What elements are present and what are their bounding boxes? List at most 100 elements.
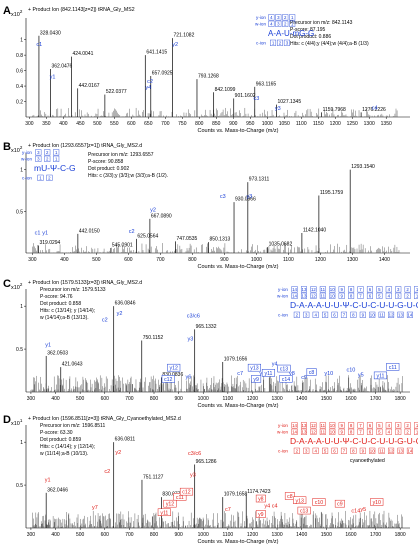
seq-number: 1 <box>416 287 418 292</box>
seq-number: 2 <box>279 41 282 46</box>
peak-label: 1079.1658 <box>224 492 248 498</box>
ion-box <box>173 493 187 501</box>
x-tick-label: 500 <box>76 396 85 402</box>
ion-boxed-label-c8: c8 <box>309 370 315 376</box>
x-tick-label: 600 <box>124 257 133 263</box>
seq-number: 3 <box>286 41 289 46</box>
seq-cell <box>366 422 373 429</box>
info-line: P-score: 87.195 <box>290 27 326 33</box>
sequence-coverage: y-ion 4 3 2 1w-ion 4 3 2 1A-A-U-mG-Gc-ion 1 2 3 <box>255 14 314 46</box>
x-tick-label: 1100 <box>222 396 233 402</box>
y-tick-label: 1 <box>20 38 23 44</box>
seq-number: 6 <box>369 294 372 299</box>
ion-box <box>163 499 177 508</box>
peak-label: 362.0466 <box>47 487 68 493</box>
seq-cell <box>291 286 298 293</box>
seq-number: 7 <box>359 294 362 299</box>
info-line: Precursor ion m/z: 842.1143 <box>290 20 353 26</box>
ion-label-c4: c4 <box>272 503 278 509</box>
x-tick-label: 900 <box>174 396 183 402</box>
ion-label-y1: y1 <box>45 478 51 484</box>
ion-label-c4: c4 <box>372 105 378 111</box>
ion-label-y3: y3 <box>190 473 196 479</box>
seq-number: 12 <box>389 313 394 318</box>
peak-label: 747.0535 <box>176 236 197 242</box>
seq-number: 5 <box>324 449 327 454</box>
seq-number: 3 <box>397 430 400 435</box>
peak-label: 1174.7423 <box>247 489 270 495</box>
ion-boxed-label-y8: y8 <box>258 497 264 503</box>
ion-label-c10: c10 <box>346 367 355 373</box>
y-tick-label: 0.6 <box>16 69 23 75</box>
seq-cell <box>366 428 373 435</box>
x-tick-label: 1500 <box>321 396 332 402</box>
seq-cell <box>53 155 60 162</box>
x-tick-label: 1100 <box>296 121 307 127</box>
info-line: Dot product: 0.858 <box>40 301 81 307</box>
x-tick-label: 850 <box>212 121 221 127</box>
seq-cell <box>414 292 418 299</box>
seq-cell <box>414 428 418 435</box>
seq-cell <box>322 447 329 454</box>
peak-label: 362.0503 <box>47 350 68 356</box>
x-tick-label: 1100 <box>283 257 294 263</box>
ion-box <box>306 368 317 376</box>
seq-cell <box>376 428 383 435</box>
seq-number: 14 <box>407 449 412 454</box>
x-axis-label: Counts vs. Mass-to-Charge (m/z) <box>198 539 279 545</box>
seq-cell <box>357 286 364 293</box>
seq-cell <box>331 447 338 454</box>
ion-box <box>277 364 291 373</box>
seq-cell <box>44 149 51 156</box>
seq-number: 2 <box>406 423 409 428</box>
ion-boxed-label-y10: y10 <box>373 500 381 506</box>
seq-number: 4 <box>388 294 391 299</box>
chart-title: + Product Ion (1596.8511[z=3]) tRNA_Gly_… <box>28 416 181 422</box>
info-line: Precursor ion m/z: 1579.5133 <box>40 287 106 293</box>
x-tick-label: 1600 <box>345 532 356 538</box>
peak-label: 421.0643 <box>62 362 83 368</box>
seq-cell <box>340 311 347 318</box>
ion-boxed-label-y13: y13 <box>250 366 258 372</box>
seq-row-label: y-ion <box>22 150 32 155</box>
ion-boxed-label-y11: y11 <box>376 373 384 379</box>
peak-label: 362.0476 <box>51 64 72 70</box>
seq-cell <box>291 428 298 435</box>
seq-cell <box>310 286 317 293</box>
ion-label-y3: y3 <box>275 106 281 112</box>
ion-label-y2: y2 <box>150 207 156 213</box>
ion-label-y8: y8 <box>289 371 295 377</box>
y-exponent: x102 <box>11 9 23 18</box>
seq-cell <box>37 174 44 181</box>
x-tick-label: 1350 <box>381 121 392 127</box>
seq-cell <box>338 286 345 293</box>
x-axis-label: Counts vs. Mass-to-Charge (m/z) <box>198 264 279 270</box>
x-tick-label: 400 <box>60 257 69 263</box>
ion-box <box>373 371 388 380</box>
x-tick-label: 700 <box>161 121 170 127</box>
seq-cell <box>357 292 364 299</box>
seq-number: 4 <box>314 449 317 454</box>
peak-label: 830.0836 <box>162 372 183 378</box>
seq-number: 4 <box>388 423 391 428</box>
seq-number: 3 <box>277 22 280 27</box>
x-tick-label: 1150 <box>313 121 324 127</box>
x-tick-label: 950 <box>246 121 255 127</box>
seq-cell <box>404 292 411 299</box>
x-tick-label: 300 <box>27 532 36 538</box>
y-tick-label: 0.2 <box>16 100 23 106</box>
ion-box <box>261 369 276 377</box>
seq-cell <box>293 311 300 318</box>
ion-boxed-label-y11: y11 <box>160 510 168 516</box>
x-tick-label: 650 <box>144 121 153 127</box>
ion-label-c3/c6: c3/c6 <box>188 451 201 457</box>
info-line: P-score: 90.858 <box>88 159 124 165</box>
x-tick-label: 1400 <box>296 396 307 402</box>
seq-cell <box>385 292 392 299</box>
seq-number: 5 <box>324 313 327 318</box>
seq-number: 14 <box>407 313 412 318</box>
seq-cell <box>310 292 317 299</box>
seq-number: 6 <box>369 430 372 435</box>
seq-row-label: w-ion <box>21 157 32 162</box>
